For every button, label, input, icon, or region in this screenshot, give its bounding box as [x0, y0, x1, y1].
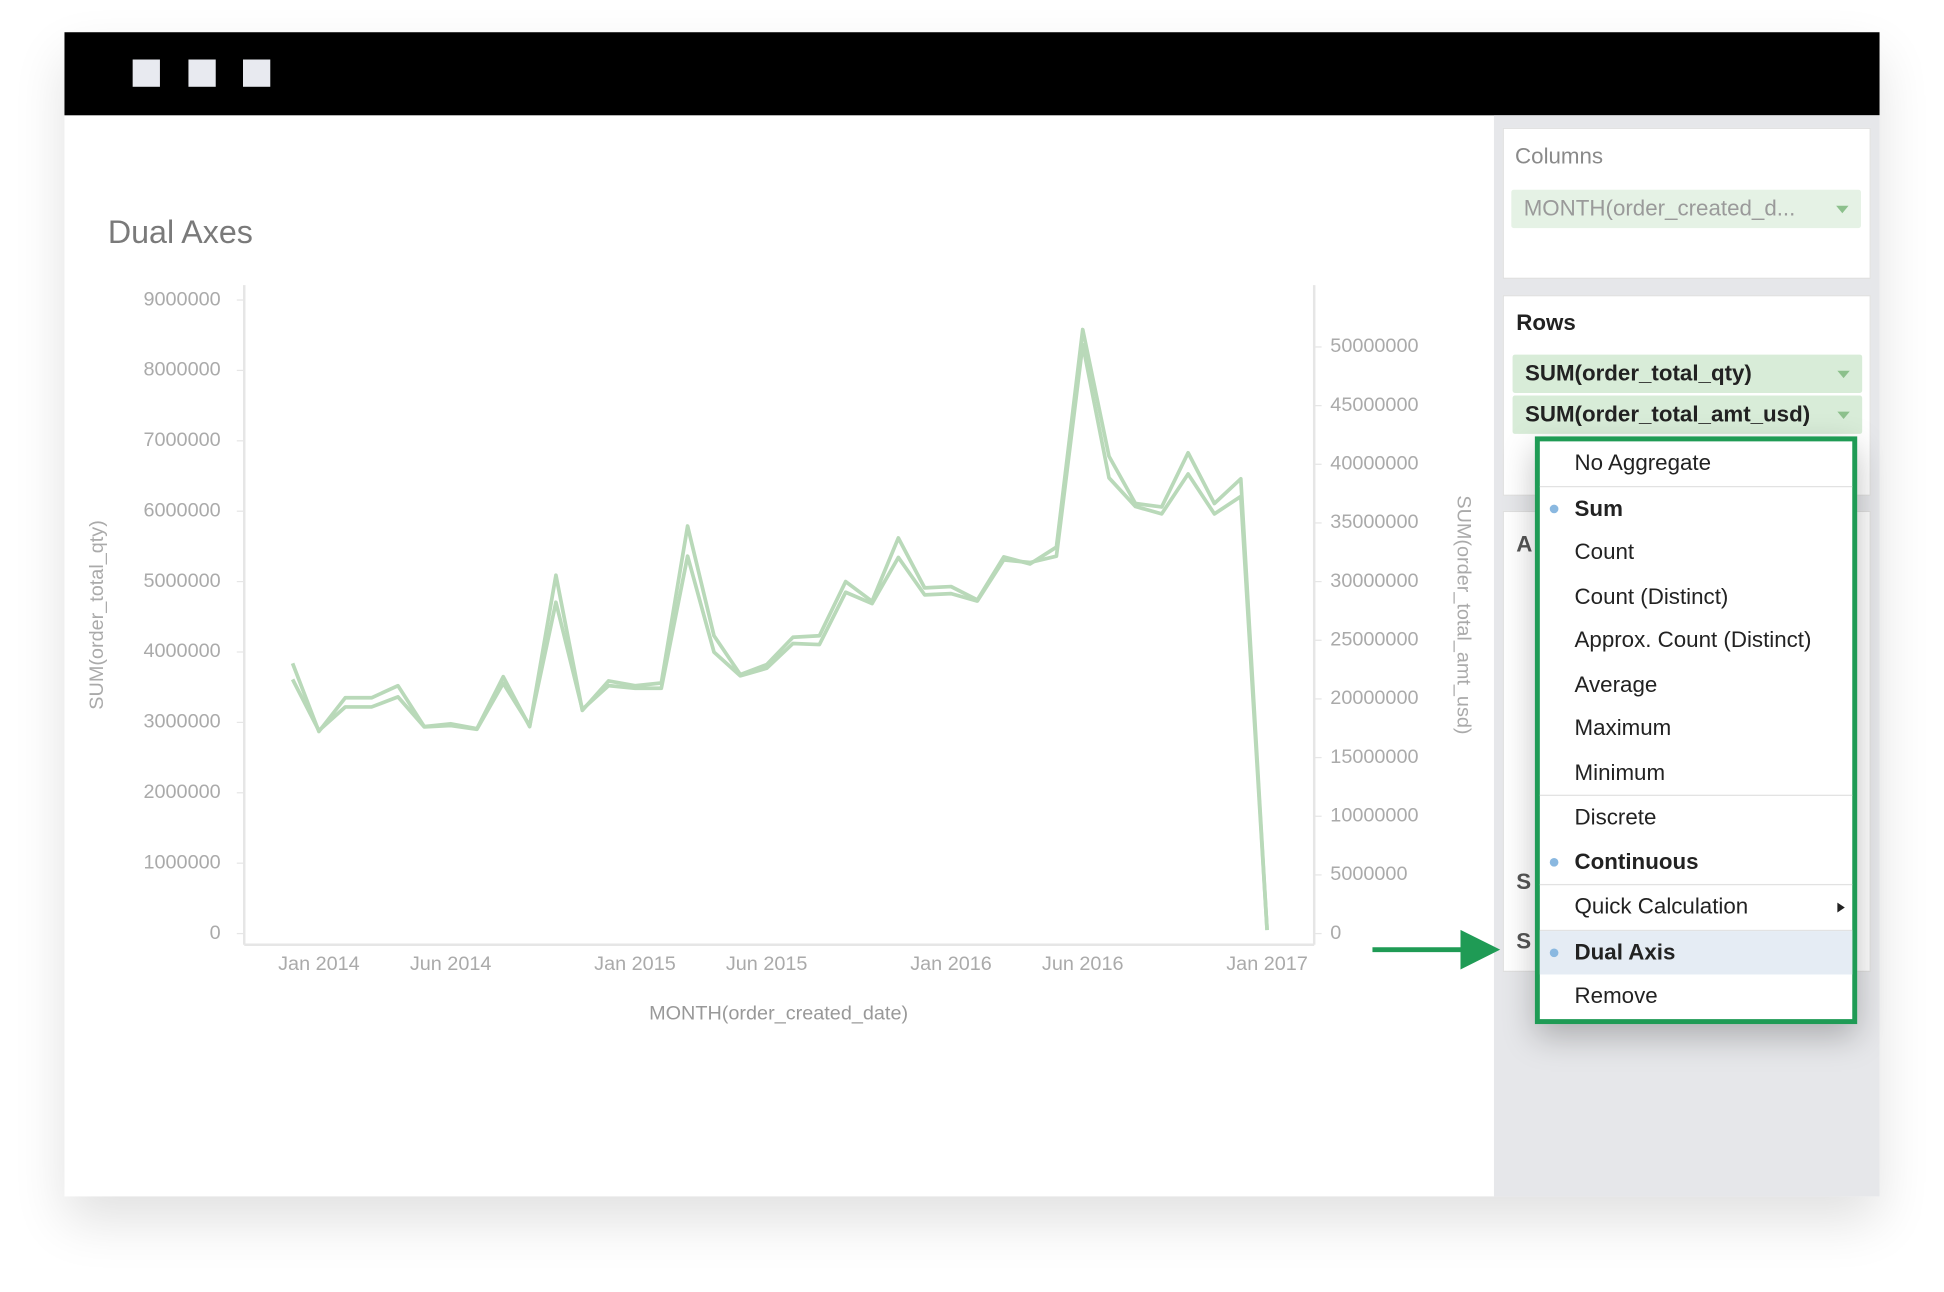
columns-panel: Columns MONTH(order_created_d... — [1502, 127, 1871, 279]
menu-item[interactable]: Dual Axis — [1539, 930, 1853, 975]
menu-item[interactable]: Discrete — [1540, 796, 1852, 840]
menu-item[interactable]: Count (Distinct) — [1540, 575, 1852, 619]
menu-item[interactable]: Count — [1540, 531, 1852, 575]
y2-tick-label: 25000000 — [1330, 628, 1418, 650]
x-tick-label: Jan 2016 — [910, 953, 992, 975]
caret[interactable] — [1836, 205, 1849, 214]
line — [290, 327, 1269, 931]
menu-group: No Aggregate — [1540, 441, 1852, 485]
menu-item-label: Minimum — [1574, 759, 1666, 785]
caret[interactable] — [1837, 411, 1850, 420]
y2-tick-label: 10000000 — [1330, 804, 1418, 826]
menu-item-label: Count (Distinct) — [1574, 583, 1729, 609]
x-axis-title: MONTH(order_created_date) — [649, 1002, 908, 1024]
x-tick-label: Jun 2014 — [410, 953, 492, 975]
pill-label: SUM(order_total_qty) — [1524, 360, 1752, 386]
panel-title: Rows — [1516, 309, 1576, 335]
menu-item[interactable]: Quick Calculation — [1540, 885, 1852, 929]
chart-title: Dual Axes — [108, 214, 253, 250]
menu-item-label: Average — [1574, 671, 1658, 697]
pill[interactable]: SUM(order_total_amt_usd) — [1512, 395, 1863, 434]
menu-item[interactable]: No Aggregate — [1540, 441, 1852, 485]
selected-dot — [1549, 857, 1559, 867]
x-tick-label: Jun 2016 — [1042, 953, 1124, 975]
submenu-arrow — [1837, 902, 1845, 913]
selected-dot — [1549, 503, 1559, 513]
menu-item-label: Discrete — [1574, 804, 1657, 830]
menu-item[interactable]: Average — [1540, 663, 1852, 707]
selected-dot — [1549, 947, 1559, 957]
y-tick-label: 3000000 — [143, 711, 220, 733]
y2-axis-title: SUM(order_total_amt_usd) — [1453, 495, 1475, 734]
arrow-head — [1460, 929, 1501, 970]
menu-item-label: Sum — [1574, 495, 1623, 521]
window-button[interactable] — [188, 59, 216, 87]
obscured-label: S — [1516, 928, 1532, 954]
menu-group: Dual Axis Remove — [1539, 929, 1853, 1018]
y-tick-label: 9000000 — [143, 288, 220, 310]
pill[interactable]: MONTH(order_created_d... — [1511, 189, 1861, 229]
obscured-label: S — [1516, 869, 1532, 894]
y2-tick-label: 45000000 — [1330, 394, 1418, 416]
y-tick-label: 0 — [210, 922, 221, 944]
menu-group: Discrete Continuous — [1539, 794, 1853, 884]
menu-item[interactable]: Approx. Count (Distinct) — [1540, 619, 1852, 663]
pill-label: SUM(order_total_amt_usd) — [1524, 401, 1811, 427]
y-tick-label: 7000000 — [143, 429, 220, 451]
menu-item-label: Maximum — [1574, 715, 1672, 741]
x-tick-label: Jan 2017 — [1226, 953, 1308, 975]
line — [290, 342, 1269, 930]
menu-item[interactable]: Sum — [1540, 487, 1852, 531]
y-tick-label: 6000000 — [143, 499, 220, 521]
menu-item-label: Remove — [1574, 983, 1658, 1008]
menu-group: Sum Count Count (Distinct) Approx. Count (D… — [1539, 485, 1853, 795]
y-tick-label: 2000000 — [143, 781, 220, 803]
pill-label: MONTH(order_created_d... — [1523, 195, 1796, 221]
window-button[interactable] — [243, 59, 271, 87]
y-tick-label: 1000000 — [143, 851, 220, 873]
y2-tick-label: 5000000 — [1330, 863, 1407, 885]
y2-tick-label: 35000000 — [1330, 511, 1418, 533]
menu-item[interactable]: Continuous — [1540, 840, 1852, 884]
context-menu: No Aggregate Sum Count Count (Distinct) Appr… — [1534, 436, 1858, 1025]
menu-item-label: Dual Axis — [1574, 939, 1676, 964]
x-tick-label: Jun 2015 — [726, 953, 808, 975]
panel-title: Columns — [1515, 143, 1604, 169]
y2-tick-label: 50000000 — [1330, 335, 1418, 357]
menu-item-label: Approx. Count (Distinct) — [1574, 627, 1812, 653]
y-axis-title: SUM(order_total_qty) — [86, 520, 108, 710]
obscured-label: A — [1516, 531, 1533, 557]
menu-item[interactable]: Remove — [1540, 974, 1852, 1018]
menu-item-label: No Aggregate — [1574, 450, 1712, 475]
y2-tick-label: 15000000 — [1330, 746, 1418, 768]
title-bar — [64, 32, 1880, 116]
y-tick-label: 4000000 — [143, 640, 220, 662]
pill[interactable]: SUM(order_total_qty) — [1512, 354, 1863, 394]
window-button[interactable] — [132, 59, 160, 87]
y2-tick-label: 30000000 — [1330, 570, 1418, 592]
menu-item[interactable]: Maximum — [1540, 707, 1852, 751]
y2-tick-label: 0 — [1330, 922, 1341, 944]
menu-item-label: Quick Calculation — [1574, 893, 1749, 919]
caret[interactable] — [1837, 370, 1850, 379]
x-tick-label: Jan 2014 — [278, 953, 360, 975]
y-tick-label: 5000000 — [143, 570, 220, 592]
menu-item-label: Continuous — [1574, 848, 1699, 874]
menu-item-label: Count — [1574, 539, 1635, 565]
y-tick-label: 8000000 — [143, 359, 220, 381]
menu-item[interactable]: Minimum — [1540, 751, 1852, 795]
x-tick-label: Jan 2015 — [594, 953, 676, 975]
menu-group: Quick Calculation — [1539, 883, 1853, 929]
y2-tick-label: 20000000 — [1330, 687, 1418, 709]
y2-tick-label: 40000000 — [1330, 453, 1418, 475]
